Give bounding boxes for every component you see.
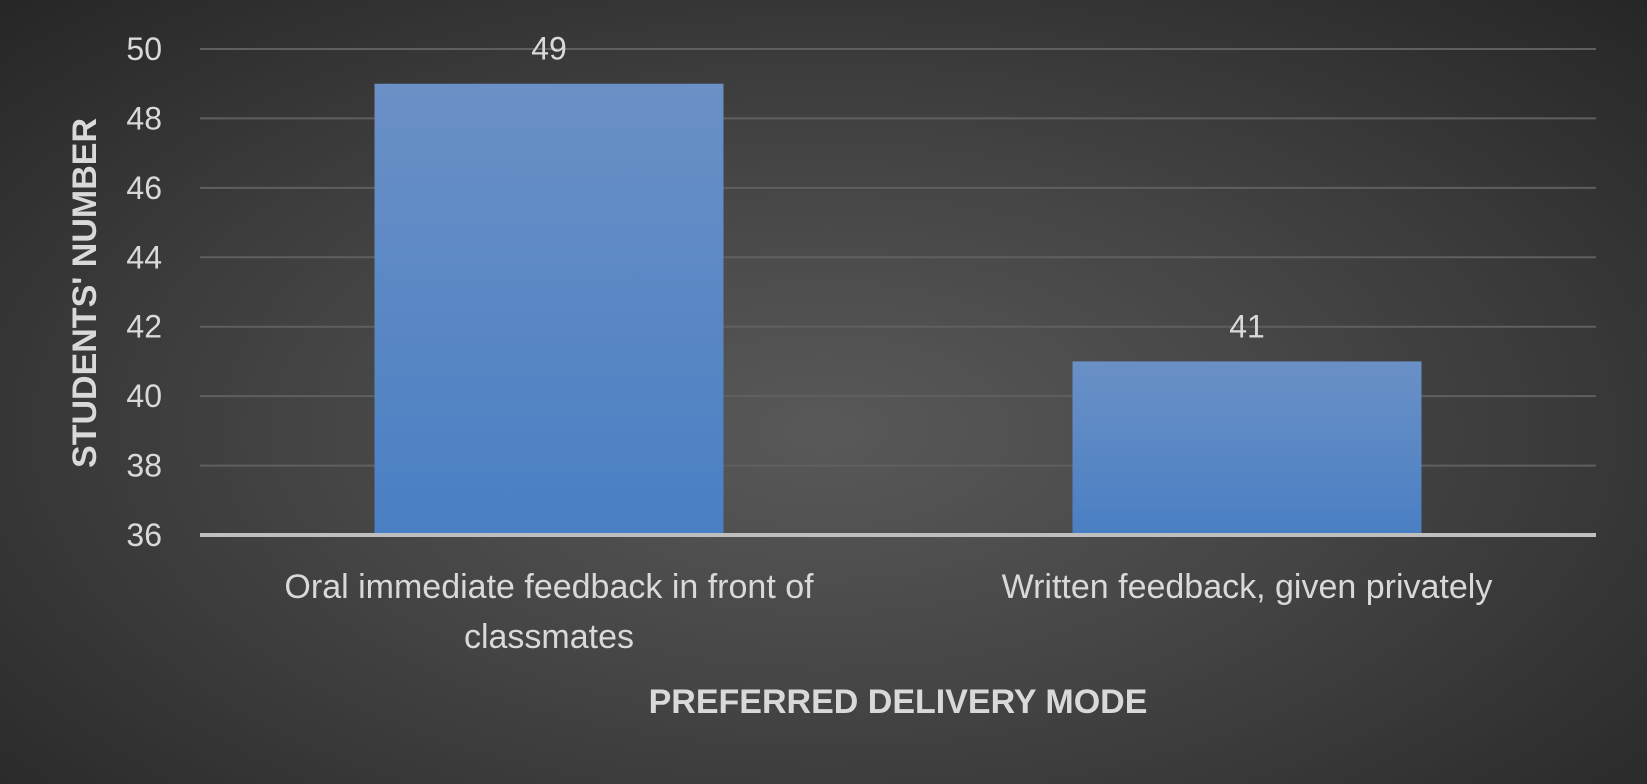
y-axis-title: STUDENTS' NUMBER [66,118,104,468]
data-label: 41 [1229,308,1265,344]
y-tick-label: 50 [126,31,162,67]
category-label: Written feedback, given privately [1002,568,1493,606]
bar [374,83,724,535]
data-labels: 49 41 [531,31,1265,345]
y-tick-label: 36 [126,517,162,553]
bars [374,83,1422,535]
x-axis-title: PREFERRED DELIVERY MODE [649,683,1148,721]
y-tick-label: 44 [126,239,162,275]
y-tick-label: 46 [126,170,162,206]
category-label: Oral immediate feedback in front of class… [284,568,814,656]
y-tick-label: 40 [126,378,162,414]
category-labels: Oral immediate feedback in front of class… [284,568,1492,656]
bar [1072,361,1422,535]
y-tick-label: 38 [126,448,162,484]
data-label: 49 [531,31,567,67]
y-tick-label: 48 [126,100,162,136]
y-axis-ticks: 36 38 40 42 44 46 48 50 [126,31,162,553]
y-tick-label: 42 [126,309,162,345]
